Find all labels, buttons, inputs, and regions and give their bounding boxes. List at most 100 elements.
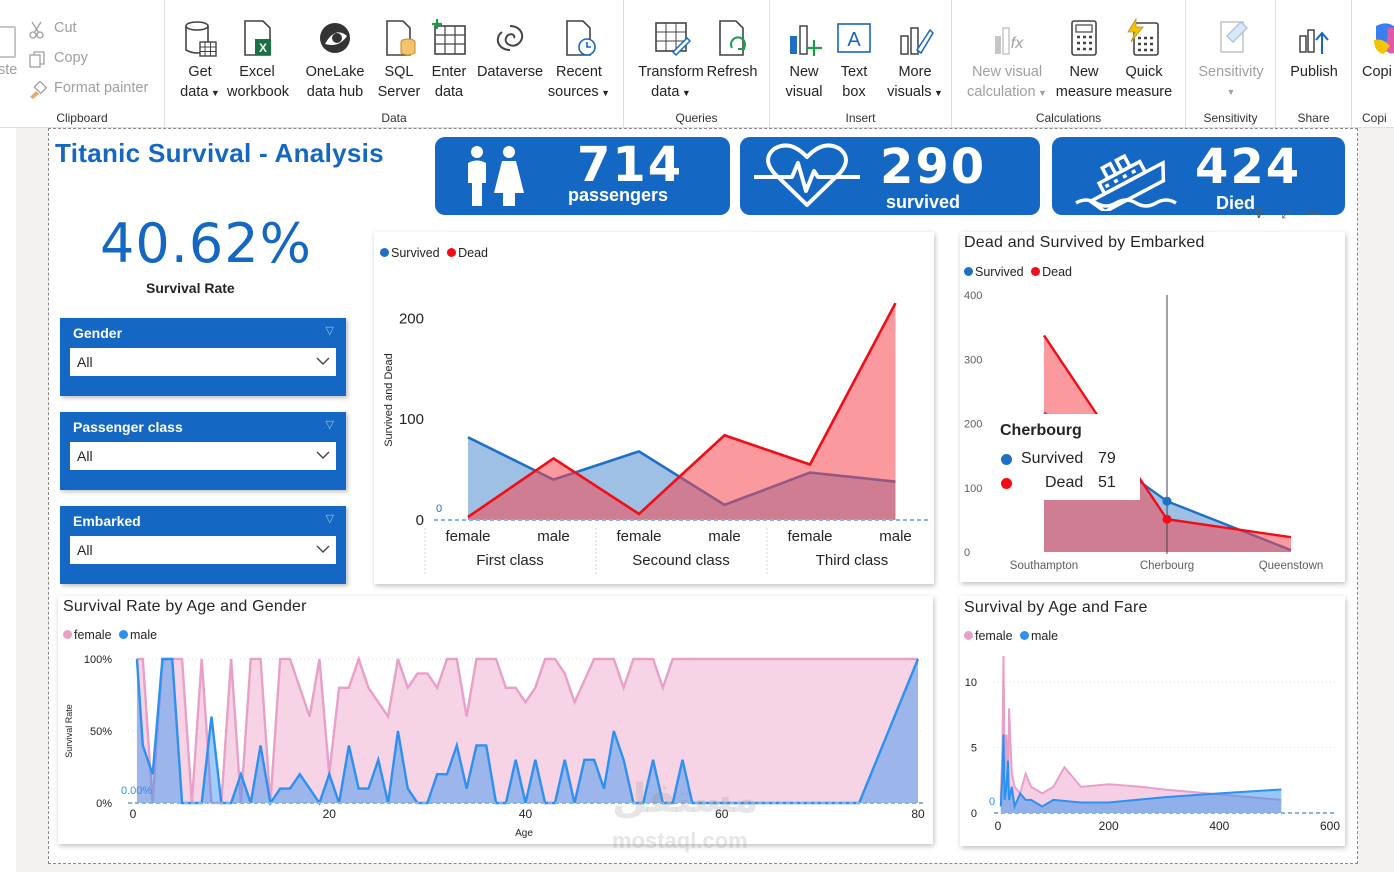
x-tick-label: Southampton	[1010, 560, 1078, 572]
new-visual-button[interactable]: New visual	[782, 18, 826, 102]
y-tick-label: 100	[399, 411, 424, 428]
onelake-icon	[320, 23, 350, 53]
y-tick-label: 5	[971, 743, 977, 755]
series-area-male	[1000, 734, 1282, 813]
passenger-class-dropdown[interactable]: All	[70, 442, 336, 470]
dataverse-icon	[496, 25, 524, 51]
svg-text:X: X	[259, 41, 267, 55]
y-tick-label: 0	[971, 808, 977, 820]
collapse-chevron-icon[interactable]: ▽	[325, 419, 334, 431]
tooltip-title: Cherbourg	[1000, 422, 1082, 439]
legend-dot	[1001, 478, 1012, 489]
quick-measure-line1: Quick	[1125, 64, 1163, 80]
sinking-ship-icon	[1075, 153, 1177, 211]
gender-slicer[interactable]: Gender ▽ All	[60, 318, 346, 396]
age-gender-chart-card[interactable]: Survival Rate by Age and Gender female m…	[58, 596, 933, 844]
gender-dropdown-value: All	[77, 354, 93, 370]
recent-line1: Recent	[556, 64, 602, 80]
y-tick-label: 0%	[96, 798, 112, 810]
collapse-chevron-icon[interactable]: ▽	[325, 513, 334, 525]
get-data-button[interactable]: Get data ▼	[179, 18, 221, 103]
class-gender-chart-card[interactable]: Survived Dead 0 100 200 Survived and Dead 0 f…	[374, 232, 934, 584]
tooltip-row1-name: Survived	[1021, 450, 1084, 467]
paintbrush-icon	[30, 81, 48, 99]
tooltip-row2-name: Dead	[1045, 474, 1084, 491]
embarked-dropdown[interactable]: All	[70, 536, 336, 564]
sensitivity-button[interactable]: Sensitivity ▼	[1192, 18, 1270, 102]
legend-dot	[63, 630, 72, 639]
kpi-died-card[interactable]: 424 Died	[1052, 137, 1345, 215]
new-measure-button[interactable]: New measure	[1052, 18, 1116, 102]
new-visual-calculation-button[interactable]: fx New visual calculation ▼	[962, 18, 1052, 103]
onelake-line2: data hub	[306, 84, 364, 100]
enter-data-button[interactable]: Enter data	[427, 18, 471, 102]
collapse-chevron-icon[interactable]: ▽	[325, 325, 334, 337]
publish-button[interactable]: Publish	[1282, 18, 1346, 82]
gender-dropdown[interactable]: All	[70, 348, 336, 376]
age-gender-area-chart[interactable]: 0% 50% 100% Survival Rate 0.00% 0 20 40 60 80 Age	[58, 596, 933, 844]
copy-label: Copy	[54, 50, 88, 66]
baseline-label: 0	[436, 503, 442, 515]
copilot-button[interactable]: Copi	[1362, 18, 1394, 82]
age-fare-chart-card[interactable]: Survival by Age and Fare female male 0 5 1…	[960, 596, 1345, 846]
tooltip-row1-value: 79	[1098, 450, 1116, 467]
x-tick-label: Queenstown	[1259, 560, 1324, 572]
refresh-button[interactable]: Refresh	[706, 18, 758, 82]
more-visuals-button[interactable]: More visuals ▼	[880, 18, 950, 103]
sql-server-button[interactable]: SQL Server	[374, 18, 424, 102]
dataverse-button[interactable]: Dataverse	[475, 18, 545, 82]
x-tick-label: 60	[715, 807, 729, 821]
copilot-icon	[1374, 23, 1394, 54]
quick-measure-icon	[1127, 18, 1159, 56]
share-group-label: Share	[1297, 111, 1330, 125]
get-data-line2: data	[180, 84, 209, 100]
calculations-group-label: Calculations	[1035, 111, 1102, 125]
excel-icon: X	[244, 20, 271, 56]
more-options-icon[interactable]: ⋯	[1307, 206, 1321, 221]
chevron-down-icon: ▼	[1035, 88, 1047, 98]
recent-sources-button[interactable]: Recent sources ▼	[543, 18, 615, 103]
age-fare-chart-title: Survival by Age and Fare	[964, 599, 1148, 616]
filter-icon[interactable]: ⊽	[1254, 206, 1264, 221]
embarked-chart-card[interactable]: Dead and Survived by Embarked Survived D…	[960, 232, 1345, 582]
chevron-down-icon: ▼	[208, 88, 220, 98]
calculator-icon	[1071, 20, 1097, 56]
hover-point-survived	[1162, 496, 1172, 506]
excel-workbook-button[interactable]: X Excel workbook	[227, 18, 289, 102]
recent-line2: sources	[547, 84, 599, 100]
y-tick-label: 100%	[84, 654, 112, 666]
x-tick-label: female	[445, 528, 490, 545]
y-tick-label: 400	[964, 290, 982, 302]
kpi-survived-card[interactable]: 290 survived	[740, 137, 1040, 215]
onelake-data-hub-button[interactable]: OneLake data hub	[300, 18, 370, 102]
kpi-passengers-card[interactable]: 714 passengers	[435, 137, 730, 215]
quick-measure-button[interactable]: Quick measure	[1112, 18, 1176, 102]
ribbon: ste Cut Copy Format painter Clipboard Ge…	[0, 0, 1394, 128]
copy-icon	[29, 51, 45, 68]
queries-group: Transform data ▼ Refresh Queries	[624, 0, 770, 128]
format-painter-label: Format painter	[54, 80, 149, 96]
focus-mode-icon[interactable]: ⤢	[1281, 206, 1292, 221]
cut-label: Cut	[54, 20, 77, 36]
passenger-class-slicer[interactable]: Passenger class ▽ All	[60, 412, 346, 490]
baseline-label: 0.00%	[121, 785, 152, 797]
text-box-button[interactable]: A Text box	[832, 18, 876, 102]
transform-line1: Transform	[638, 64, 704, 80]
legend-dot	[964, 267, 973, 276]
embarked-area-chart[interactable]: 0 100 200 300 400 Southampton Cherbourg Queenst…	[960, 232, 1345, 582]
embarked-slicer[interactable]: Embarked ▽ All	[60, 506, 346, 584]
y-tick-label: 300	[964, 354, 982, 366]
new-visual-line2: visual	[785, 84, 823, 100]
class-gender-area-chart[interactable]: 0 100 200 Survived and Dead 0 female male femal…	[374, 232, 934, 584]
more-visuals-line2: visuals	[887, 84, 932, 100]
clipboard-group-label: Clipboard	[56, 111, 108, 125]
legend-female: female	[975, 629, 1013, 643]
paste-button-label[interactable]: ste	[0, 62, 18, 78]
x-group-label: Secound class	[632, 552, 730, 569]
svg-text:fx: fx	[1011, 35, 1024, 52]
report-title: Titanic Survival - Analysis	[55, 138, 384, 168]
publish-icon	[1299, 29, 1329, 54]
transform-data-button[interactable]: Transform data ▼	[636, 18, 706, 103]
new-measure-line1: New	[1069, 64, 1099, 80]
